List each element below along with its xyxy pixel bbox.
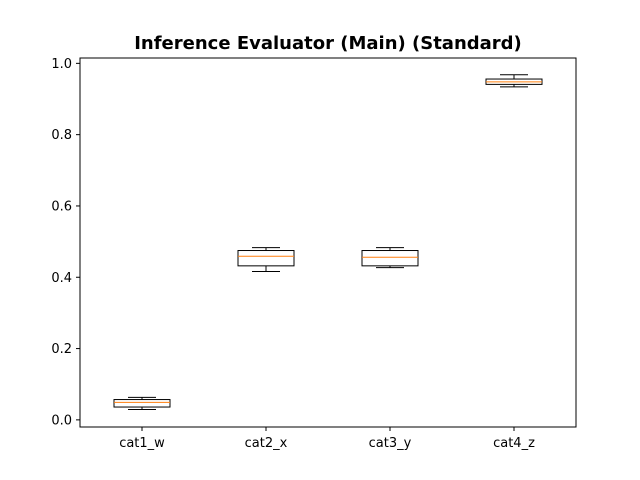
y-tick-label: 1.0 [51, 57, 72, 72]
x-tick-label: cat2_x [245, 436, 288, 451]
y-tick-label: 0.0 [51, 413, 72, 428]
axes-frame [79, 57, 577, 428]
y-tick-label: 0.6 [51, 199, 72, 214]
plot-area: 0.0 0.2 0.4 0.6 0.8 1.0 cat1_w cat2_x cat3_y cat4… [51, 57, 577, 451]
x-tick-label: cat3_y [369, 436, 412, 451]
chart-title: Inference Evaluator (Main) (Standard) [134, 33, 522, 54]
y-tick-label: 0.2 [51, 342, 72, 357]
y-tick-label: 0.8 [51, 128, 72, 143]
y-tick-label: 0.4 [51, 271, 72, 286]
box-cat2_x [237, 250, 295, 267]
x-tick-label: cat4_z [493, 436, 535, 451]
x-tick-label: cat1_w [119, 436, 165, 451]
box-cat3_y [361, 250, 419, 267]
box-cat1_w [113, 399, 171, 408]
